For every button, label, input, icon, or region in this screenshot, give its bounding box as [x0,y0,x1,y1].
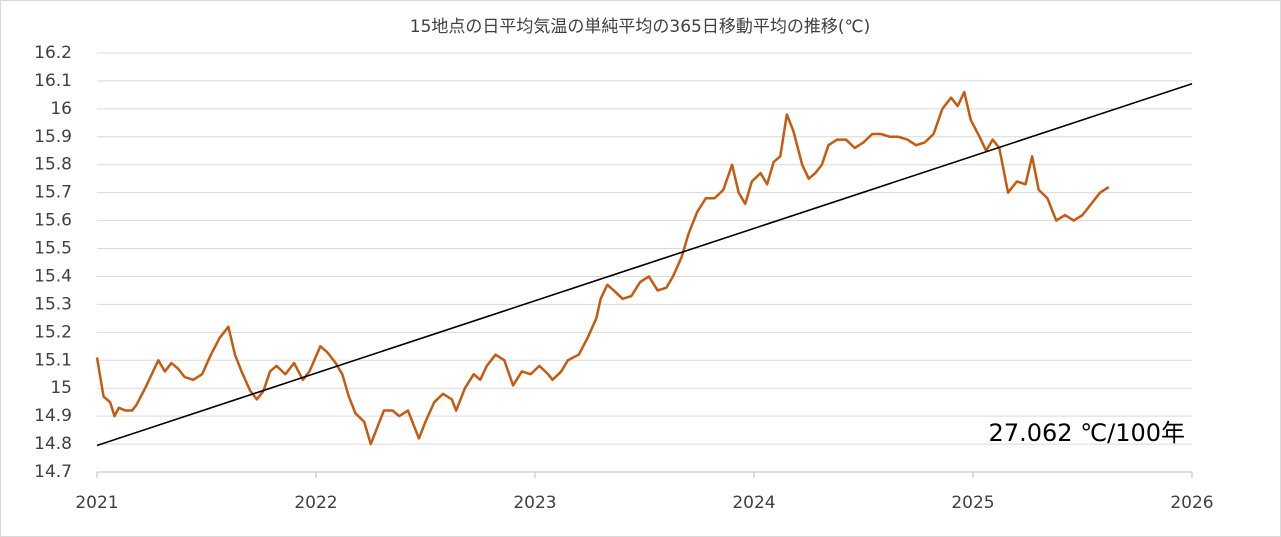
y-tick-label: 15.7 [34,183,72,203]
y-tick-label: 14.9 [34,406,72,426]
y-tick-label: 15.6 [34,211,72,231]
trend-line [96,82,1193,447]
x-tick-label: 2024 [732,493,775,513]
x-tick-label: 2025 [951,493,994,513]
y-tick-label: 15.8 [34,155,72,175]
x-tick-label: 2023 [513,493,556,513]
data-line [95,90,1110,446]
y-tick-label: 15.4 [34,266,72,286]
y-tick-label: 15.2 [34,322,72,342]
chart-title: 15地点の日平均気温の単純平均の365日移動平均の推移(℃) [410,17,870,37]
y-tick-label: 15.5 [34,239,72,259]
x-tick-label: 2022 [294,493,337,513]
y-tick-label: 16.1 [34,71,72,91]
y-tick-label: 16.2 [34,43,72,63]
x-tick-label: 2026 [1170,493,1213,513]
y-tick-label: 15.3 [34,294,72,314]
annotation: 27.062 ℃/100年 [989,419,1185,447]
y-tick-label: 16 [50,99,72,119]
y-tick-label: 15.1 [34,350,72,370]
y-tick-label: 15.9 [34,127,72,147]
y-tick-label: 14.7 [34,462,72,482]
y-tick-label: 14.8 [34,434,72,454]
x-tick-label: 2021 [75,493,118,513]
y-tick-label: 15 [50,378,72,398]
